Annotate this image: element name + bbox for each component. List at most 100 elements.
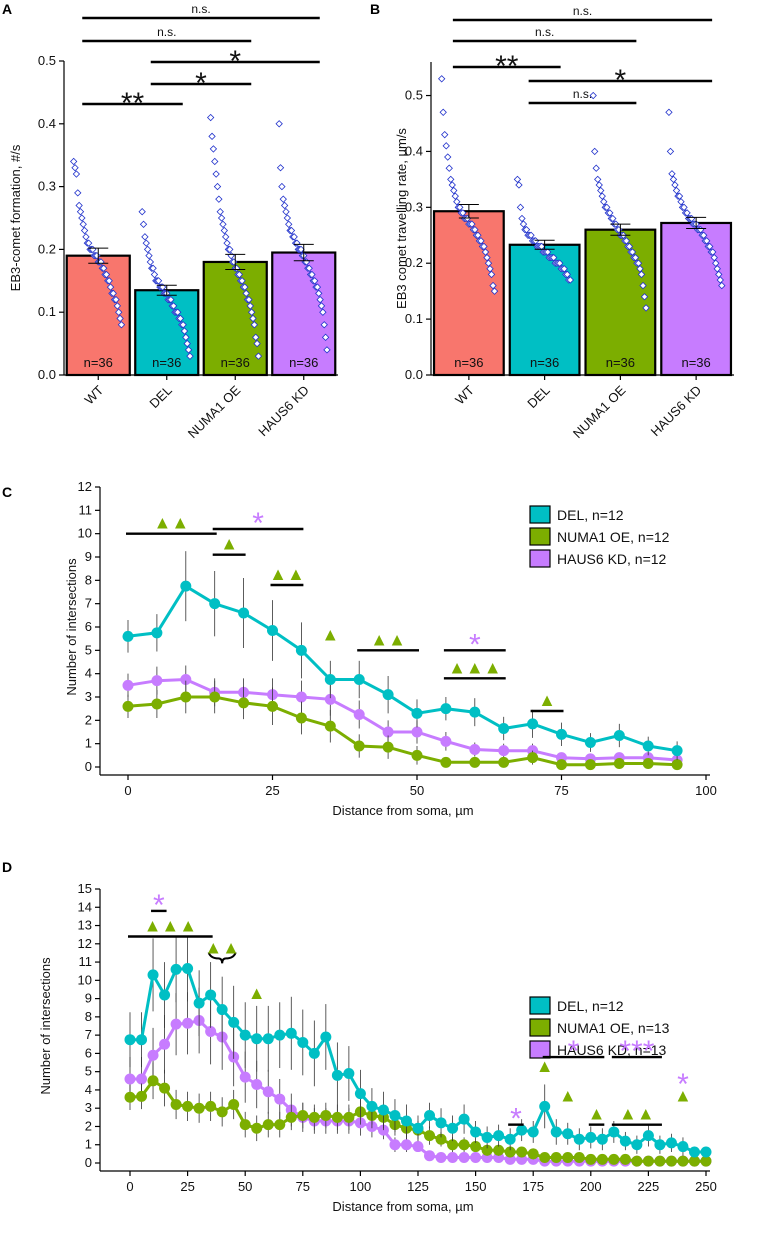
data-point xyxy=(169,302,178,310)
data-point xyxy=(550,253,558,262)
data-point xyxy=(513,175,522,184)
data-point xyxy=(324,720,336,732)
y-tick-label: 9 xyxy=(85,991,92,1006)
data-point xyxy=(331,1069,343,1081)
x-tick-label: 75 xyxy=(554,783,568,798)
x-tick-label: NUMA1 OE xyxy=(570,382,629,441)
annotation-label: ▲▲▲ xyxy=(448,657,501,677)
data-point xyxy=(262,1119,274,1131)
y-tick-label: 10 xyxy=(78,972,92,987)
x-tick-label: HAUS6 KD xyxy=(648,383,705,440)
data-point xyxy=(566,276,574,284)
data-point xyxy=(642,758,654,769)
data-point xyxy=(527,231,535,239)
data-point xyxy=(412,1141,424,1153)
data-point xyxy=(276,164,285,172)
data-point xyxy=(447,1139,459,1151)
data-point xyxy=(262,1086,274,1098)
data-point xyxy=(481,1144,493,1156)
significance-label: n.s. xyxy=(573,87,592,101)
data-point xyxy=(170,1099,182,1111)
data-point xyxy=(321,333,330,341)
data-point xyxy=(122,630,134,642)
data-point xyxy=(677,1141,689,1153)
bar-0 xyxy=(432,210,505,377)
data-point xyxy=(316,295,324,304)
x-tick-label: DEL xyxy=(146,383,174,411)
data-point xyxy=(440,756,452,768)
y-tick-label: 1 xyxy=(85,1137,92,1152)
legend-label-1: NUMA1 OE, n=12 xyxy=(557,529,670,545)
series-1 xyxy=(124,1062,712,1167)
data-point xyxy=(211,157,219,166)
data-point xyxy=(700,1146,712,1158)
data-point xyxy=(592,164,600,172)
data-point xyxy=(180,580,192,592)
x-tick-label: 50 xyxy=(238,1179,252,1194)
n-label-2: n=36 xyxy=(606,355,635,370)
data-point xyxy=(441,130,449,139)
data-point xyxy=(677,198,685,206)
data-point xyxy=(382,741,394,753)
data-point xyxy=(625,242,634,251)
y-tick-label: 14 xyxy=(78,899,92,914)
y-axis-label: EB3-comet formation, #/s xyxy=(8,144,23,291)
data-point xyxy=(654,1139,666,1151)
legend-label-2: HAUS6 KD, n=13 xyxy=(557,1042,667,1058)
data-point xyxy=(550,1126,562,1138)
x-tick-label: 150 xyxy=(465,1179,487,1194)
annotation-label: * xyxy=(153,889,165,922)
data-point xyxy=(563,270,571,279)
data-point xyxy=(504,1133,516,1145)
data-point xyxy=(539,1152,551,1164)
data-point xyxy=(180,691,192,703)
data-point xyxy=(596,1153,608,1165)
data-point xyxy=(608,1126,620,1138)
data-point xyxy=(180,327,189,335)
data-point xyxy=(573,1152,585,1164)
data-point xyxy=(716,276,724,284)
data-point xyxy=(672,186,681,195)
panel-letter-b: B xyxy=(370,1,380,17)
data-point xyxy=(295,644,307,656)
data-point xyxy=(217,214,226,222)
x-axis-label: Distance from soma, µm xyxy=(332,803,473,818)
data-point xyxy=(228,1016,240,1028)
data-point xyxy=(275,120,283,128)
data-point xyxy=(469,706,481,718)
data-point xyxy=(310,277,319,285)
annotation-label: ▲▲ xyxy=(370,629,406,649)
legend-label-2: HAUS6 KD, n=12 xyxy=(557,551,667,567)
x-tick-label: 100 xyxy=(695,783,717,798)
data-point xyxy=(308,1047,320,1059)
y-axis-label: Number of intersections xyxy=(64,558,79,696)
data-point xyxy=(709,248,717,256)
data-point xyxy=(170,963,182,975)
y-tick-label: 6 xyxy=(85,619,92,634)
annotation-label: * xyxy=(469,628,481,661)
y-tick-label: 8 xyxy=(85,1009,92,1024)
data-point xyxy=(619,1153,631,1165)
data-point xyxy=(320,321,328,329)
data-point xyxy=(560,265,568,273)
data-point xyxy=(146,258,155,266)
data-point xyxy=(142,239,150,247)
data-point xyxy=(608,1153,620,1165)
data-point xyxy=(115,308,123,316)
data-point xyxy=(669,175,678,184)
y-tick-label: 5 xyxy=(85,642,92,657)
annotation-label: ▲ xyxy=(588,1104,606,1124)
panel-letter-c: C xyxy=(2,484,12,500)
data-point xyxy=(389,1110,401,1122)
data-point xyxy=(671,745,683,757)
series-line xyxy=(127,584,678,753)
data-point xyxy=(183,339,191,348)
data-point xyxy=(124,1091,136,1103)
data-point xyxy=(122,700,134,712)
data-point xyxy=(254,352,263,360)
significance-label: n.s. xyxy=(535,25,554,39)
annotation-label: * xyxy=(677,1068,689,1101)
y-tick-label: 0.1 xyxy=(38,304,56,319)
legend-swatch-1 xyxy=(529,527,551,546)
data-point xyxy=(442,142,450,150)
